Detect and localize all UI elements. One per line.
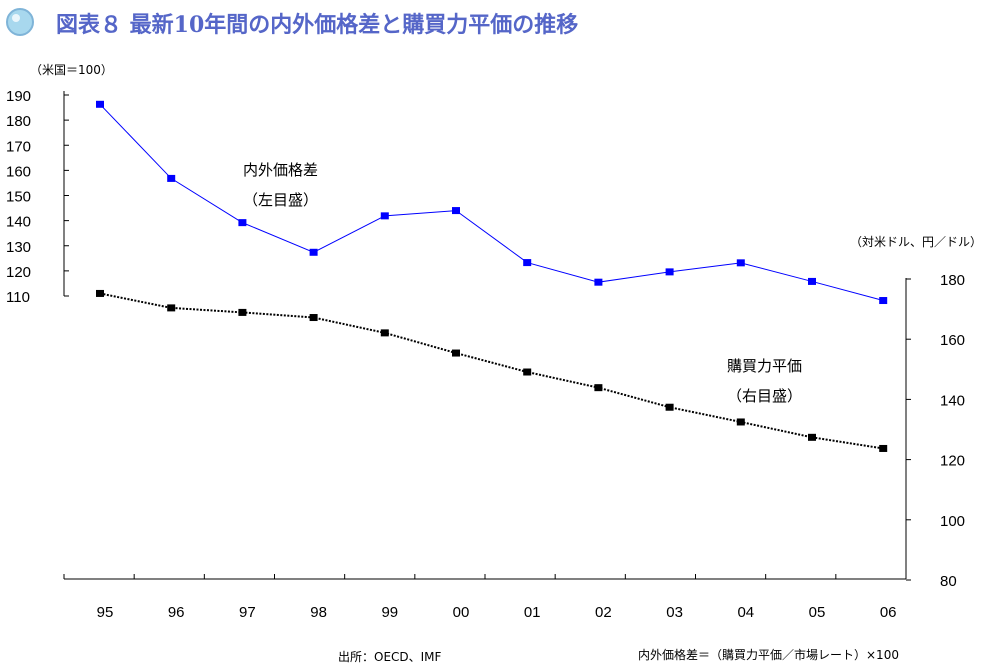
- left-tick-label: 140: [6, 214, 31, 231]
- x-tick-label: 05: [809, 604, 826, 621]
- x-tick-label: 98: [310, 604, 327, 621]
- right-tick-label: 100: [940, 513, 965, 530]
- right-tick-label: 160: [940, 332, 965, 349]
- series-point: [167, 304, 176, 312]
- series-point: [736, 418, 745, 426]
- series-point: [96, 100, 104, 108]
- series-point: [452, 349, 460, 357]
- series-point: [523, 368, 532, 376]
- series-point: [167, 174, 176, 182]
- x-tick-label: 95: [97, 604, 114, 621]
- right-tick-label: 80: [940, 573, 957, 590]
- series-point: [523, 259, 532, 267]
- left-tick-label: 190: [6, 88, 31, 105]
- x-tick-label: 00: [453, 604, 470, 621]
- series-point: [665, 403, 674, 411]
- left-tick-label: 170: [6, 138, 31, 155]
- left-series-note: （左目盛）: [243, 191, 318, 209]
- left-tick-label: 130: [6, 239, 31, 256]
- left-tick-label: 120: [6, 264, 31, 281]
- series-ppp: [96, 289, 888, 452]
- right-axis-unit-label: （対米ドル、円／ドル）: [850, 235, 982, 249]
- series-point: [380, 329, 389, 337]
- series-point: [238, 308, 247, 316]
- series-point: [879, 297, 888, 305]
- left-axis-ticks: 190 180 170 160 150 140 130 120 110: [6, 88, 69, 306]
- left-tick-label: 180: [6, 113, 31, 130]
- series-point: [808, 433, 816, 441]
- left-series-label: 内外価格差: [243, 161, 318, 179]
- x-axis-ticks: 95 96 97 98 99 00 01 02 03 04 05 06: [63, 574, 907, 621]
- left-tick-label: 150: [6, 189, 31, 206]
- series-point: [594, 278, 603, 286]
- series-point: [665, 268, 674, 276]
- left-axis-unit-label: （米国＝100）: [30, 63, 113, 77]
- series-point: [380, 212, 389, 220]
- right-tick-label: 180: [940, 272, 965, 289]
- x-tick-label: 96: [168, 604, 185, 621]
- x-tick-label: 06: [880, 604, 897, 621]
- series-point: [879, 444, 888, 452]
- formula-note: 内外価格差＝（購買力平価／市場レート）×100: [638, 647, 899, 662]
- series-line: [99, 292, 884, 450]
- left-tick-label: 160: [6, 163, 31, 180]
- x-tick-label: 01: [524, 604, 541, 621]
- series-point: [96, 289, 104, 297]
- title-decoration: [6, 8, 34, 36]
- series-point: [594, 384, 603, 392]
- chart-title: 図表８ 最新10年間の内外価格差と購買力平価の推移: [56, 12, 578, 38]
- series-point: [808, 277, 816, 285]
- right-tick-label: 140: [940, 392, 965, 409]
- series-point: [452, 207, 460, 215]
- series-point: [736, 259, 745, 267]
- x-tick-label: 02: [595, 604, 612, 621]
- x-tick-label: 97: [239, 604, 256, 621]
- series-price-gap: [96, 100, 888, 305]
- right-series-label: 購買力平価: [727, 357, 802, 375]
- x-tick-label: 99: [381, 604, 398, 621]
- series-layer: [96, 100, 888, 452]
- right-tick-label: 120: [940, 453, 965, 470]
- x-tick-label: 03: [666, 604, 683, 621]
- source-note: 出所：OECD、IMF: [338, 650, 442, 663]
- series-point: [309, 314, 318, 322]
- series-line: [99, 103, 884, 302]
- right-axis-ticks: 180 160 140 120 100 80: [906, 272, 965, 590]
- series-point: [309, 248, 318, 256]
- x-tick-label: 04: [737, 604, 754, 621]
- series-point: [238, 219, 247, 227]
- right-series-note: （右目盛）: [727, 387, 802, 405]
- left-tick-label: 110: [6, 289, 30, 306]
